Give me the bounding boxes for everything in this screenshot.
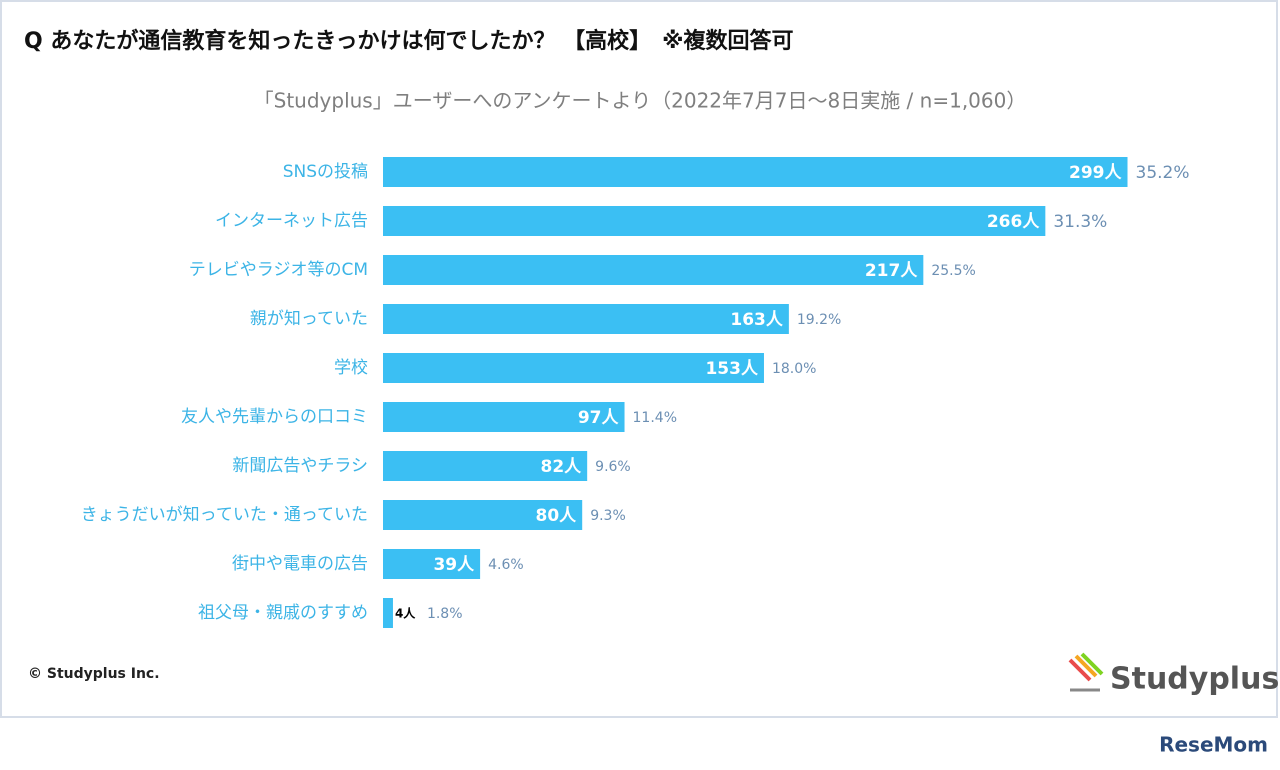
value-label: 4人 xyxy=(395,606,416,621)
value-label: 266人 xyxy=(987,212,1040,232)
value-label: 217人 xyxy=(865,261,918,281)
bar xyxy=(383,598,393,628)
watermark: ReseMom xyxy=(1159,733,1268,757)
category-label: インターネット広告 xyxy=(215,211,368,231)
percent-label: 19.2% xyxy=(797,312,841,328)
value-label: 80人 xyxy=(536,506,578,526)
percent-label: 18.0% xyxy=(772,361,816,377)
bar xyxy=(383,402,625,432)
bar xyxy=(383,549,481,579)
value-label: 153人 xyxy=(705,359,758,379)
logo-icon xyxy=(1068,652,1104,692)
category-label: テレビやラジオ等のCM xyxy=(189,260,368,280)
bar xyxy=(383,206,1046,236)
value-label: 39人 xyxy=(433,555,475,575)
chart-title: Q あなたが通信教育を知ったきっかけは何でしたか？ 【高校】 ※複数回答可 xyxy=(24,28,794,54)
percent-label: 11.4% xyxy=(633,410,677,426)
bar xyxy=(383,500,583,530)
bar xyxy=(383,304,789,334)
bar xyxy=(383,157,1128,187)
category-label: 学校 xyxy=(334,358,368,378)
percent-label: 9.6% xyxy=(595,459,631,475)
percent-label: 4.6% xyxy=(488,557,524,573)
category-label: 親が知っていた xyxy=(250,309,368,329)
category-label: きょうだいが知っていた・通っていた xyxy=(81,505,368,525)
percent-label: 1.8% xyxy=(427,606,463,622)
category-label: 祖父母・親戚のすすめ xyxy=(198,603,368,623)
bar xyxy=(383,353,764,383)
chart-subtitle: 「Studyplus」ユーザーへのアンケートより（2022年7月7日〜8日実施 … xyxy=(254,89,1027,113)
value-label: 82人 xyxy=(541,457,583,477)
percent-label: 31.3% xyxy=(1053,212,1107,232)
bar xyxy=(383,451,588,481)
category-label: 友人や先輩からの口コミ xyxy=(181,407,368,427)
value-label: 299人 xyxy=(1069,163,1122,183)
bar xyxy=(383,255,924,285)
percent-label: 9.3% xyxy=(590,508,626,524)
category-label: 新聞広告やチラシ xyxy=(232,456,368,476)
percent-label: 25.5% xyxy=(931,263,975,279)
logo-text: Studyplus xyxy=(1110,662,1279,697)
percent-label: 35.2% xyxy=(1136,163,1190,183)
value-label: 97人 xyxy=(578,408,620,428)
value-label: 163人 xyxy=(730,310,783,330)
category-label: 街中や電車の広告 xyxy=(232,554,368,574)
category-label: SNSの投稿 xyxy=(283,162,368,182)
copyright: © Studyplus Inc. xyxy=(28,666,160,682)
